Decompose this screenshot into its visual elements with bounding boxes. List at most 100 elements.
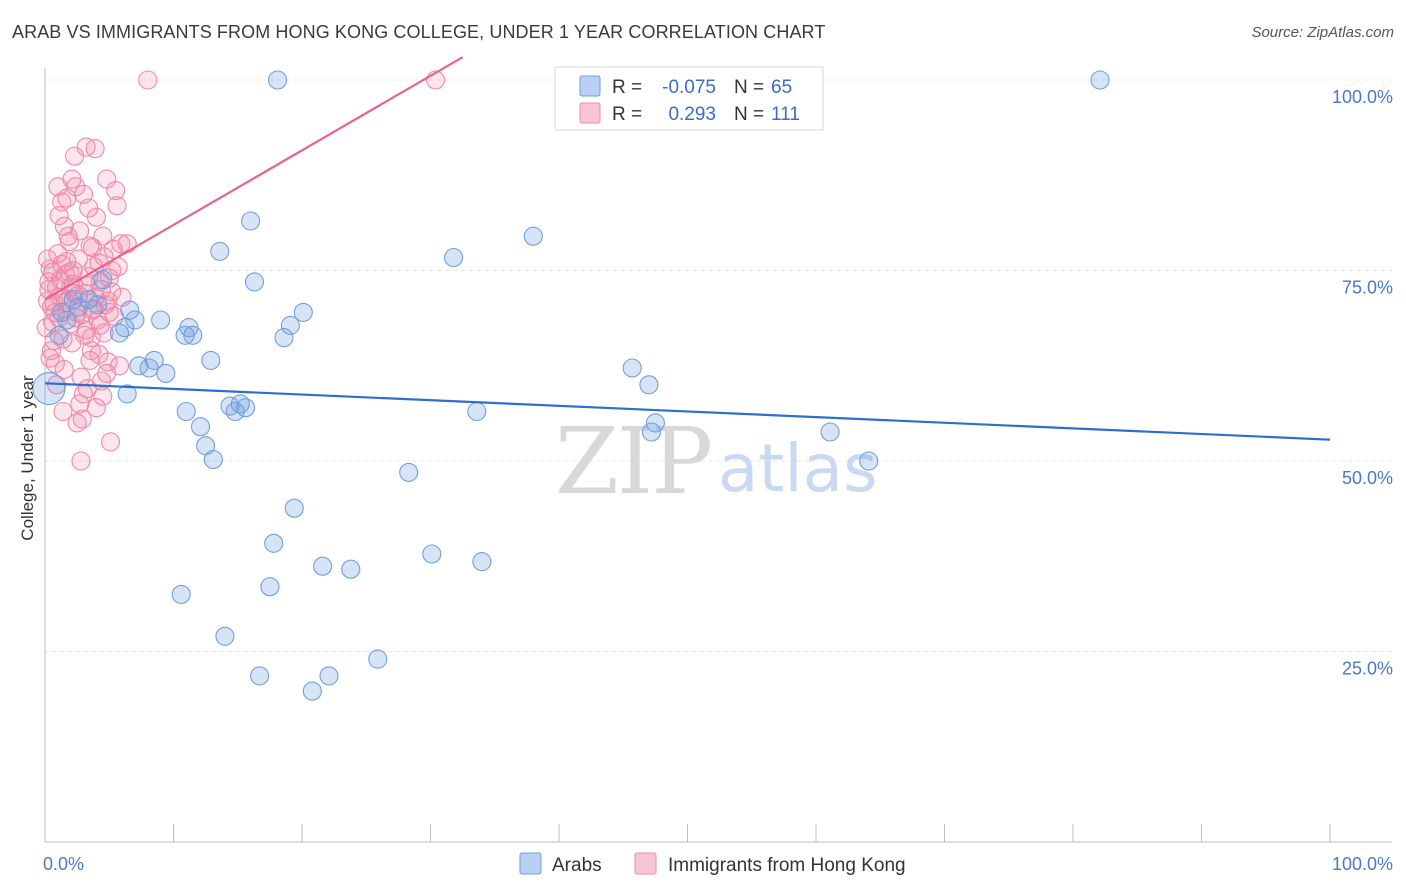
point-hongkong	[71, 451, 91, 471]
point-arabs	[641, 422, 662, 442]
point-arabs	[109, 323, 130, 343]
legend-r-value-hongkong: 0.293	[668, 104, 716, 125]
legend-r-value-arabs: -0.075	[662, 77, 716, 98]
point-arabs	[467, 401, 487, 422]
point-arabs	[115, 318, 135, 338]
point-hongkong	[57, 251, 77, 271]
point-arabs	[280, 315, 300, 335]
legend-swatch-hongkong	[579, 102, 601, 124]
x-tick-label-0: 0.0%	[43, 854, 84, 874]
point-arabs	[93, 270, 113, 290]
point-hongkong	[111, 234, 131, 254]
legend-swatch-arabs	[579, 75, 601, 97]
point-arabs	[319, 666, 339, 686]
point-arabs	[156, 363, 176, 383]
point-hongkong	[106, 180, 126, 201]
point-arabs	[79, 289, 99, 310]
point-hongkong	[62, 169, 82, 189]
point-arabs	[639, 375, 659, 395]
point-hongkong	[70, 394, 90, 414]
y-tick-labels: 25.0% 50.0% 75.0% 100.0%	[1332, 87, 1393, 679]
point-arabs	[241, 211, 261, 231]
point-hongkong	[70, 221, 90, 241]
trend-line-hongkong	[44, 56, 464, 301]
point-hongkong	[117, 234, 137, 254]
point-arabs	[444, 247, 464, 268]
point-arabs	[68, 297, 88, 317]
point-hongkong	[54, 216, 74, 236]
point-arabs	[313, 556, 333, 576]
point-arabs	[88, 295, 108, 315]
x-tick-labels: 0.0% 100.0%	[43, 854, 1393, 874]
point-hongkong	[138, 70, 158, 90]
bottom-legend-label-hongkong: Immigrants from Hong Kong	[668, 855, 906, 876]
stats-legend: R = -0.075 N = 65 R = 0.293 N = 111	[554, 66, 824, 131]
legend-n-value-arabs: 65	[771, 77, 792, 98]
legend-r-label-hongkong: R =	[612, 104, 642, 125]
point-arabs	[32, 372, 66, 406]
point-arabs	[176, 401, 196, 422]
y-tick-label-3: 100.0%	[1332, 87, 1393, 107]
chart-title: ARAB VS IMMIGRANTS FROM HONG KONG COLLEG…	[12, 22, 826, 42]
point-arabs	[622, 358, 642, 378]
point-hongkong	[67, 413, 87, 433]
point-hongkong	[82, 238, 103, 258]
y-tick-label-1: 50.0%	[1342, 468, 1393, 488]
point-arabs	[472, 552, 492, 572]
series-arabs-points	[32, 70, 1110, 701]
point-arabs	[117, 384, 137, 404]
point-hongkong	[41, 340, 61, 361]
point-hongkong	[93, 386, 113, 406]
bottom-legend-label-arabs: Arabs	[552, 855, 602, 876]
point-hongkong	[107, 196, 127, 216]
point-arabs	[1090, 70, 1110, 90]
trend-lines	[44, 56, 1331, 441]
point-hongkong	[53, 329, 73, 349]
point-arabs	[859, 451, 879, 471]
point-arabs	[230, 394, 250, 414]
watermark-zip: ZIP	[555, 408, 711, 515]
point-hongkong	[39, 272, 59, 292]
bottom-legend-swatch-hongkong	[634, 852, 657, 875]
point-arabs	[144, 350, 164, 370]
point-hongkong	[97, 363, 117, 383]
point-hongkong	[85, 139, 105, 159]
point-arabs	[645, 413, 665, 433]
point-arabs	[422, 544, 442, 564]
point-hongkong	[52, 192, 72, 212]
legend-n-label-arabs: N =	[734, 77, 764, 98]
point-arabs	[293, 302, 313, 322]
point-hongkong	[90, 315, 110, 335]
point-arabs	[250, 666, 270, 686]
point-arabs	[215, 626, 235, 646]
point-arabs	[302, 681, 322, 701]
point-arabs	[264, 533, 284, 553]
point-hongkong	[71, 367, 91, 387]
point-hongkong	[72, 409, 92, 429]
point-arabs	[203, 449, 223, 470]
legend-n-value-hongkong: 111	[771, 104, 800, 125]
point-arabs	[190, 417, 211, 437]
point-arabs	[49, 325, 69, 345]
point-arabs	[183, 325, 203, 345]
legend-r-label-arabs: R =	[612, 77, 642, 98]
point-hongkong	[80, 350, 100, 370]
point-arabs	[210, 241, 230, 261]
y-axis-label: College, Under 1 year	[18, 375, 37, 541]
point-arabs	[57, 310, 77, 330]
point-arabs	[368, 649, 388, 669]
point-hongkong	[98, 291, 118, 311]
point-arabs	[235, 398, 256, 418]
series-legend: Arabs Immigrants from Hong Kong	[519, 852, 906, 876]
trend-line-arabs	[44, 382, 1331, 441]
point-hongkong	[86, 207, 106, 227]
gridlines	[45, 79, 1392, 652]
point-arabs	[201, 350, 221, 370]
point-arabs	[523, 226, 543, 246]
watermark: ZIP atlas	[555, 408, 878, 515]
x-tick-label-1: 100.0%	[1332, 854, 1393, 874]
y-tick-label-0: 25.0%	[1342, 659, 1393, 679]
point-arabs	[125, 310, 145, 330]
bottom-legend-swatch-arabs	[519, 852, 542, 875]
